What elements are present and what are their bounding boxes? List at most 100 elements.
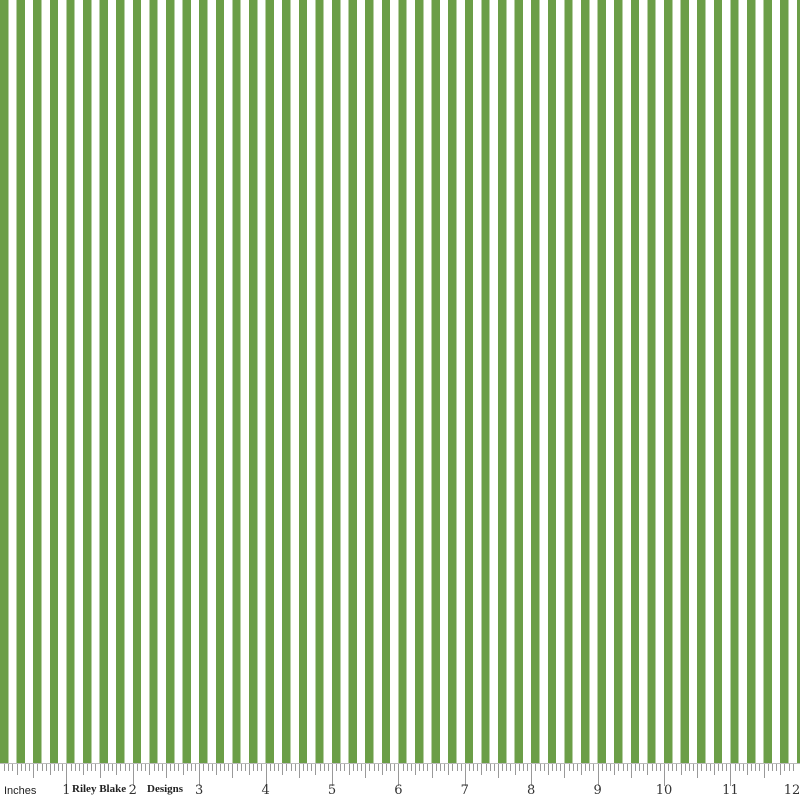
ruler-tick: [605, 764, 607, 771]
ruler-tick: [153, 764, 155, 771]
ruler-tick: [477, 764, 479, 771]
ruler-tick: [186, 764, 188, 771]
ruler-tick: [16, 764, 18, 775]
ruler-tick: [236, 764, 238, 771]
ruler-tick: [738, 764, 740, 771]
ruler-tick: [626, 764, 628, 771]
ruler-tick: [784, 764, 786, 771]
ruler-tick: [240, 764, 242, 771]
ruler-tick: [767, 764, 769, 771]
ruler-tick: [8, 764, 10, 771]
ruler-tick: [423, 764, 425, 771]
ruler-tick: [232, 764, 234, 778]
ruler-tick: [439, 764, 441, 771]
ruler-tick: [410, 764, 412, 771]
ruler-tick: [62, 764, 64, 771]
ruler-tick: [37, 764, 39, 771]
ruler-tick: [278, 764, 280, 771]
ruler-number: 6: [394, 783, 403, 798]
ruler-tick: [668, 764, 670, 771]
ruler-tick: [464, 764, 466, 786]
ruler-tick: [659, 764, 661, 771]
ruler-tick: [228, 764, 230, 771]
ruler-tick: [514, 764, 516, 775]
ruler-tick: [489, 764, 491, 771]
ruler-tick: [680, 764, 682, 775]
ruler-tick: [639, 764, 641, 771]
ruler-tick: [340, 764, 342, 771]
ruler-tick: [788, 764, 790, 771]
ruler-tick: [747, 764, 748, 775]
ruler-tick: [66, 764, 68, 786]
ruler-number: 8: [527, 783, 536, 798]
ruler-tick: [394, 764, 396, 771]
ruler-tick: [24, 764, 26, 771]
ruler-tick: [759, 764, 761, 771]
ruler-tick: [344, 764, 346, 771]
ruler-tick: [282, 764, 284, 775]
ruler-number: 2: [128, 783, 137, 798]
ruler-tick: [319, 764, 321, 771]
ruler-tick: [70, 764, 72, 771]
ruler-tick: [348, 764, 350, 775]
ruler-tick: [99, 764, 101, 778]
ruler-tick: [302, 764, 304, 771]
ruler-tick: [431, 764, 433, 778]
ruler-tick: [128, 764, 130, 771]
ruler-tick: [771, 764, 773, 771]
ruler-tick: [103, 764, 105, 771]
ruler-tick: [219, 764, 221, 771]
ruler-tick: [518, 764, 520, 771]
ruler-tick: [29, 764, 31, 771]
ruler-tick: [261, 764, 263, 771]
ruler-tick: [693, 764, 695, 771]
ruler-tick: [556, 764, 558, 771]
ruler-tick: [87, 764, 89, 771]
ruler-tick: [273, 764, 275, 771]
ruler-tick: [502, 764, 504, 771]
ruler-tick: [269, 764, 271, 771]
ruler-tick: [78, 764, 80, 771]
ruler-tick: [776, 764, 778, 771]
ruler-tick: [4, 764, 6, 771]
ruler-tick: [161, 764, 163, 771]
ruler-tick: [560, 764, 562, 771]
ruler-tick: [539, 764, 541, 771]
ruler-tick: [149, 764, 151, 775]
ruler-tick: [406, 764, 408, 771]
ruler-tick: [610, 764, 612, 771]
ruler-tick: [585, 764, 587, 771]
ruler-tick: [182, 764, 184, 775]
ruler-tick: [195, 764, 197, 771]
ruler-tick: [664, 764, 665, 786]
ruler-tick: [298, 764, 300, 778]
ruler-tick: [294, 764, 296, 771]
ruler-tick: [199, 764, 201, 786]
ruler-tick: [53, 764, 55, 771]
ruler-tick: [448, 764, 450, 775]
ruler-tick: [145, 764, 147, 771]
ruler-tick: [473, 764, 475, 771]
ruler-tick: [551, 764, 553, 771]
ruler-tick: [20, 764, 22, 771]
ruler-tick: [244, 764, 246, 771]
ruler-number: 9: [593, 783, 602, 798]
ruler-tick: [568, 764, 570, 771]
ruler-tick: [415, 764, 416, 775]
ruler-tick: [95, 764, 97, 771]
ruler-tick: [356, 764, 358, 771]
ruler-tick: [697, 764, 699, 778]
ruler-tick: [593, 764, 595, 771]
ruler-tick: [655, 764, 657, 771]
ruler-tick: [178, 764, 180, 771]
ruler-tick: [643, 764, 645, 771]
ruler-tick: [132, 764, 134, 786]
ruler-tick: [589, 764, 591, 771]
ruler-tick: [622, 764, 624, 771]
ruler-tick: [315, 764, 317, 775]
ruler-tick: [74, 764, 76, 771]
brand-suffix: Designs: [147, 783, 184, 795]
ruler-tick: [531, 764, 533, 786]
ruler-tick: [120, 764, 122, 771]
ruler-tick: [49, 764, 51, 775]
